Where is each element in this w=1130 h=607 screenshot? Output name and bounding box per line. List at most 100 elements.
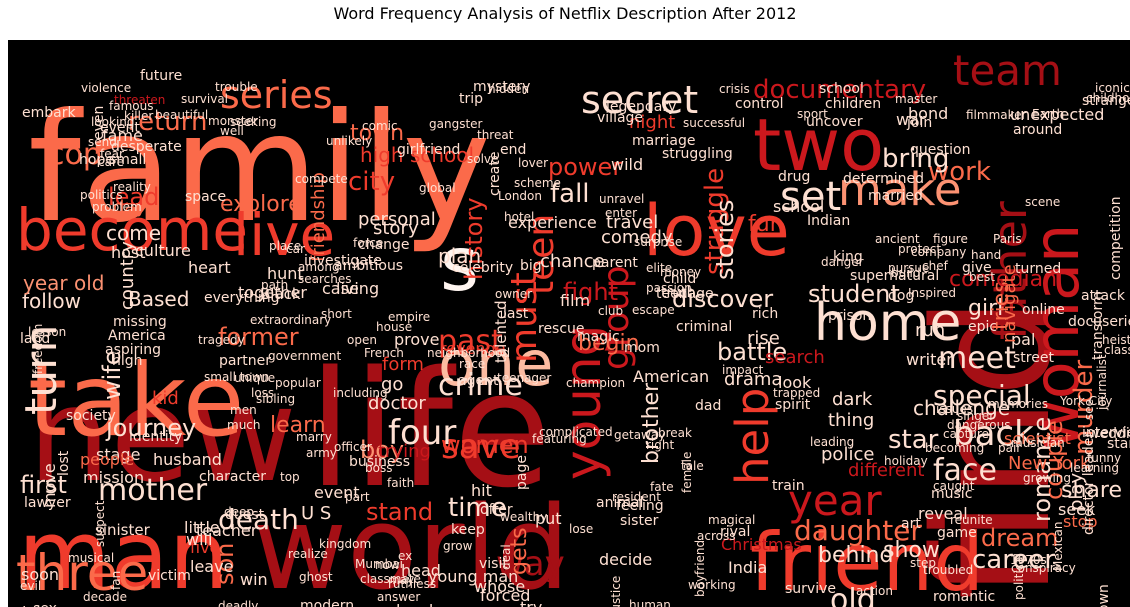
word-family: family	[28, 82, 491, 256]
word-officer: officer	[334, 440, 372, 454]
word-army: army	[306, 446, 337, 460]
word-come: come	[106, 221, 161, 245]
word-relationship: relationship	[584, 604, 702, 607]
word-right: right	[646, 438, 674, 452]
word-escape: escape	[632, 303, 675, 317]
word-survive: survive	[785, 581, 836, 597]
word-young-man: young man	[428, 567, 518, 586]
word-london: London	[498, 189, 542, 203]
word-drama: drama	[724, 369, 782, 390]
word-series: series	[220, 73, 333, 117]
word-capture: capture	[943, 427, 989, 441]
word-singer: singer	[957, 409, 994, 423]
word-child: child	[663, 271, 696, 287]
word-surprise: surprise	[634, 235, 682, 249]
word-bond: bond	[908, 104, 948, 123]
word-friendship: friendship	[308, 172, 329, 262]
word-filmmaker: filmmaker	[966, 108, 1027, 122]
word-christmas: Christmas	[721, 535, 802, 554]
word-behind: behind	[818, 543, 893, 568]
word-resident: resident	[612, 490, 661, 504]
word-ruthless: ruthless	[388, 577, 436, 591]
word-year-old: year old	[23, 271, 104, 295]
word-prove: prove	[394, 330, 439, 349]
word-among: among	[298, 260, 340, 274]
word-brother: brother	[639, 382, 664, 464]
word-popular: popular	[275, 376, 321, 390]
word-lose: lose	[569, 522, 593, 536]
word-fight: fight	[563, 278, 618, 306]
word-reveal: reveal	[918, 504, 968, 523]
word-monster: monster	[208, 114, 258, 128]
word-holiday: holiday	[884, 454, 928, 468]
word-funny: funny	[1087, 451, 1121, 465]
word-host: host	[111, 243, 146, 262]
word-trip: trip	[459, 91, 483, 107]
word-become: become	[16, 196, 248, 264]
word-live: live	[233, 201, 335, 269]
word-successful: successful	[683, 116, 745, 130]
word-women: women	[441, 431, 529, 459]
word-missing: missing	[113, 314, 167, 330]
word-parent: parent	[592, 255, 638, 271]
word-create: create	[487, 152, 503, 196]
word-working: working	[688, 578, 736, 592]
word-partner: partner	[219, 353, 271, 369]
word-place: place	[269, 239, 301, 253]
word-supernatural: supernatural	[850, 268, 939, 284]
word-fan: fan	[109, 571, 123, 590]
word-night: night	[629, 112, 675, 133]
word-two: two	[753, 103, 884, 187]
word-truth: truth	[661, 285, 695, 301]
word-town: town	[350, 121, 404, 146]
word-return: return	[128, 107, 208, 137]
word-inspired: Inspired	[908, 286, 956, 300]
word-life: life	[308, 336, 552, 523]
word-stand: stand	[366, 498, 433, 526]
word-struggle: struggle	[700, 168, 730, 275]
word-crew: crew	[155, 603, 193, 607]
word-celebrity: celebrity	[452, 260, 513, 276]
word-force: force	[353, 236, 383, 250]
word-special: special	[933, 379, 1031, 412]
word-romantic: romantic	[933, 589, 995, 605]
word-take: take	[28, 342, 244, 459]
word-local: local	[396, 601, 433, 607]
word-protect: protect	[898, 242, 941, 256]
word-crisis: crisis	[719, 82, 750, 96]
word-culture: culture	[135, 241, 191, 260]
word-romance: romance	[1028, 417, 1056, 522]
word-champion: champion	[566, 376, 625, 390]
word-tries: tries	[989, 281, 1014, 330]
word-suspect: suspect	[93, 500, 107, 547]
word-teenage: teenage	[656, 286, 714, 302]
word-fun: fun	[748, 212, 784, 237]
word-play: play	[1066, 473, 1087, 511]
word-prison: prison	[828, 308, 871, 324]
word-men: men	[230, 403, 257, 417]
word-must: must	[504, 272, 545, 363]
word-battle: battle	[717, 338, 787, 366]
word-based: Based	[128, 287, 189, 311]
word-extraordinary: extraordinary	[250, 313, 331, 327]
word-may: may	[388, 573, 414, 587]
word-evil: evil	[20, 579, 41, 593]
word-caught: caught	[933, 479, 975, 493]
word-business: business	[349, 454, 410, 470]
word-hit: hit	[471, 481, 492, 500]
word-classic: classic	[1104, 343, 1130, 357]
word-answer: answer	[377, 590, 420, 604]
word-star: star	[888, 425, 939, 455]
word-complicated: complicated	[539, 425, 613, 439]
word-rival: rival	[720, 524, 750, 540]
word-money: money	[660, 265, 701, 279]
word-young: young	[554, 325, 612, 480]
word-black: Black	[260, 285, 301, 303]
word-american: American	[633, 367, 709, 386]
word-spirit: spirit	[775, 397, 811, 413]
word-police: police	[821, 444, 874, 465]
word-looking: looking	[91, 115, 135, 129]
word-chef: chef	[922, 259, 949, 273]
word-father: father	[983, 201, 1037, 340]
word-wife: wife	[98, 350, 126, 400]
